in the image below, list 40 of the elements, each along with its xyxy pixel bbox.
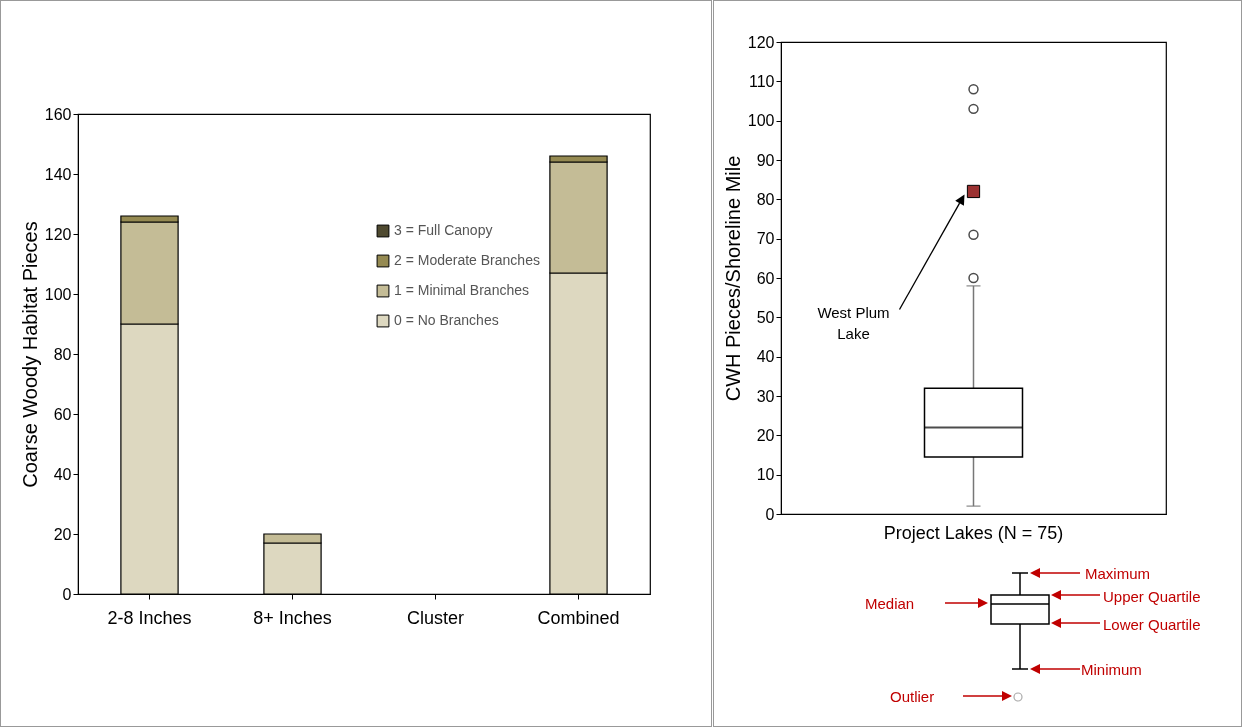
y-tick-label: 20 [53, 525, 72, 543]
y-tick-label: 80 [53, 345, 72, 363]
y-tick-label: 70 [756, 230, 775, 248]
text: Lower Quartile [1103, 616, 1201, 633]
x-tick-label: Cluster [406, 607, 465, 628]
y-tick-label: 160 [44, 105, 72, 123]
y-tick-label: 20 [756, 426, 775, 444]
y-tick-label: 140 [44, 165, 72, 183]
y-tick-label: 50 [756, 308, 775, 326]
legend-label: 0 = No Branches [394, 312, 499, 328]
y-tick-label: 80 [756, 190, 775, 208]
y-tick-label: 120 [44, 225, 72, 243]
x-tick-label: Combined [537, 607, 620, 628]
text: Maximum [1085, 565, 1151, 582]
y-tick-label: 0 [62, 585, 72, 603]
y-axis-title: Coarse Woody Habitat Pieces [18, 221, 41, 488]
y-tick-label: 40 [756, 348, 775, 366]
y-tick-label: 90 [756, 151, 775, 169]
x-tick-label: Project Lakes (N = 75) [883, 522, 1064, 543]
x-tick-label: 8+ Inches [253, 607, 332, 628]
y-tick-label: 120 [747, 33, 775, 51]
y-tick-label: 30 [756, 387, 775, 405]
x-tick-label: 2-8 Inches [107, 607, 192, 628]
y-tick-label: 60 [756, 269, 775, 287]
y-tick-label: 100 [44, 285, 72, 303]
text: Upper Quartile [1103, 588, 1201, 605]
y-axis-title: CWH Pieces/Shoreline Mile [721, 155, 744, 402]
y-tick-label: 0 [765, 505, 775, 523]
y-tick-label: 60 [53, 405, 72, 423]
text: Minimum [1081, 661, 1142, 678]
y-tick-label: 40 [53, 465, 72, 483]
legend-label: 2 = Moderate Branches [394, 252, 540, 268]
text: Outlier [890, 688, 935, 705]
legend-label: 1 = Minimal Branches [394, 282, 530, 298]
y-tick-label: 10 [756, 466, 775, 484]
legend-label: 3 = Full Canopy [394, 222, 493, 238]
y-tick-label: 100 [747, 112, 775, 130]
y-tick-label: 110 [748, 72, 775, 90]
annotation: West Plum Lake [817, 304, 890, 343]
text: Median [865, 595, 915, 612]
